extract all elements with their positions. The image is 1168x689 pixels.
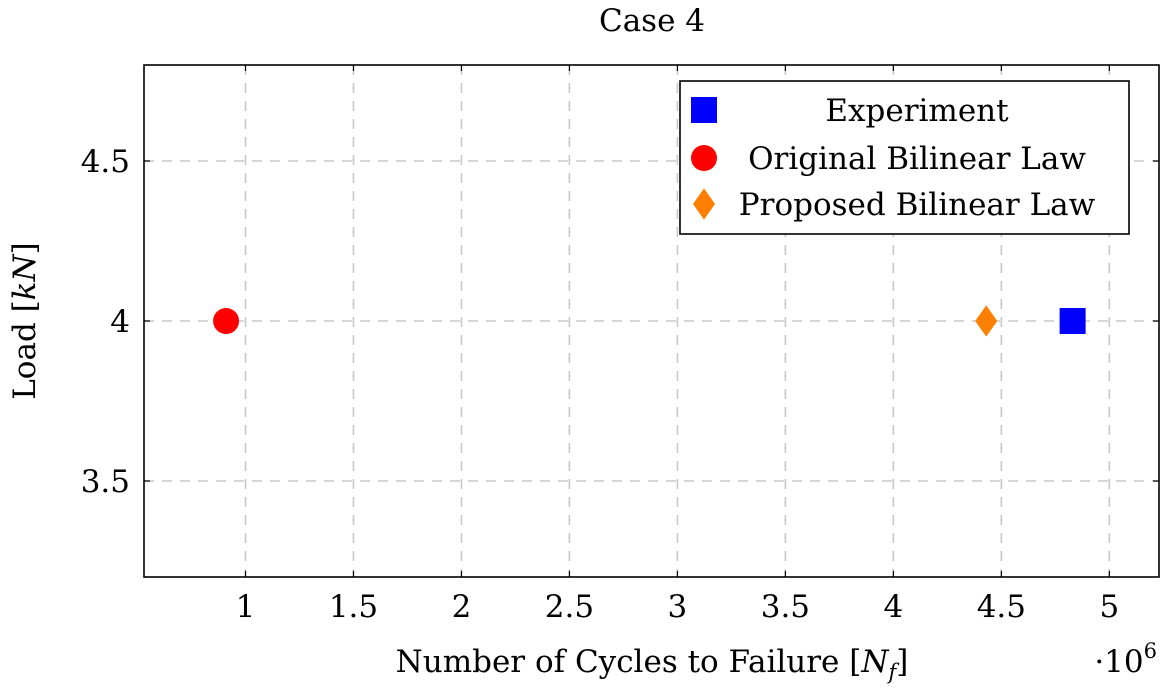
x-axis-label-text: Number of Cycles to Failure [ (396, 644, 862, 680)
legend-box (679, 80, 1130, 235)
svg-text:Load [kN]: Load [kN] (7, 242, 43, 400)
proposed-bilinear-point (975, 305, 998, 337)
legend-experiment-marker (691, 97, 717, 123)
x-scale-base: ·10 (1094, 644, 1143, 680)
y-tick-label: 4 (110, 304, 130, 340)
x-tick-label: 2.5 (545, 589, 594, 625)
x-axis-label-close: ] (896, 644, 908, 680)
y-axis-label: Load [kN] (7, 242, 43, 400)
legend-original-marker (691, 145, 717, 171)
y-tick-label: 3.5 (81, 464, 130, 500)
y-axis-label-text: Load [ (7, 300, 43, 400)
y-axis-label-unit: kN (7, 252, 43, 300)
chart-title: Case 4 (599, 3, 705, 39)
x-tick-label: 1.5 (329, 589, 378, 625)
legend-label: Experiment (825, 93, 1009, 129)
x-tick-label: 2 (452, 589, 472, 625)
original-bilinear-point (213, 308, 240, 334)
y-axis-label-close: ] (7, 242, 43, 254)
data-points (213, 305, 1086, 337)
x-axis-label-subscript: f (886, 660, 899, 684)
x-axis-label: Number of Cycles to Failure [Nf] (396, 644, 909, 684)
x-tick-label: 3 (668, 589, 688, 625)
x-axis-scale-label: ·106 (1094, 639, 1157, 680)
svg-text:Number of Cycles to Failure [N: Number of Cycles to Failure [Nf] (396, 644, 909, 684)
x-scale-exponent: 6 (1144, 639, 1157, 663)
svg-text:·106: ·106 (1094, 639, 1157, 680)
experiment-point (1059, 308, 1086, 334)
x-tick-label: 1 (236, 589, 256, 625)
x-tick-label: 5 (1099, 589, 1119, 625)
legend-label: Proposed Bilinear Law (739, 187, 1096, 223)
grid (144, 65, 1159, 577)
legend-label: Original Bilinear Law (748, 141, 1086, 177)
x-tick-label: 4.5 (977, 589, 1026, 625)
legend: Experiment Original Bilinear Law Proposed … (679, 80, 1130, 235)
axis-ticks: 1 1.5 2 2.5 3 3.5 4 4.5 5 3.5 4 4.5 (81, 65, 1159, 625)
legend-proposed-marker (692, 188, 716, 220)
y-tick-label: 4.5 (81, 144, 130, 180)
x-tick-label: 4 (884, 589, 904, 625)
x-tick-label: 3.5 (761, 589, 810, 625)
x-axis-label-symbol: N (860, 644, 890, 680)
